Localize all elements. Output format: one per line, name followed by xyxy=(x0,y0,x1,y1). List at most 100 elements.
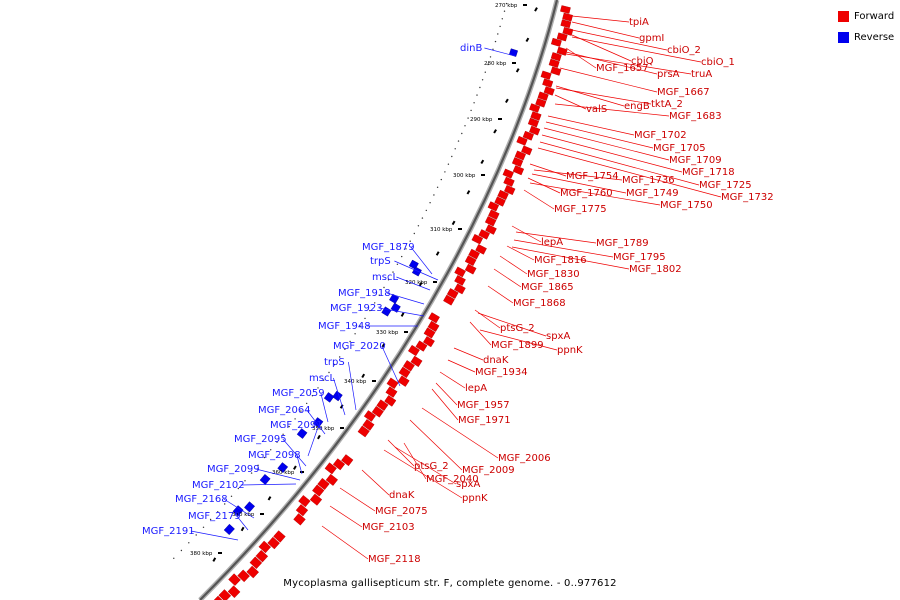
scale-dot xyxy=(369,309,371,312)
forward-gene-label[interactable]: MGF_1760 xyxy=(560,188,613,199)
reverse-feature xyxy=(390,302,401,313)
forward-gene-label[interactable]: MGF_1736 xyxy=(622,175,675,186)
forward-gene-label[interactable]: ptsG_2 xyxy=(414,461,449,472)
forward-gene-label[interactable]: MGF_1683 xyxy=(669,111,722,122)
reverse-gene-label[interactable]: trpS xyxy=(370,256,391,267)
forward-feature xyxy=(385,386,398,398)
forward-gene-label[interactable]: MGF_1830 xyxy=(527,269,580,280)
forward-gene-label[interactable]: MGF_1725 xyxy=(699,180,752,191)
forward-gene-label[interactable]: engB xyxy=(624,101,650,112)
reverse-gene-label[interactable]: MGF_2064 xyxy=(258,405,311,416)
forward-feature xyxy=(312,484,325,497)
forward-leader-line xyxy=(565,51,658,75)
forward-gene-label[interactable]: MGF_1795 xyxy=(613,252,666,263)
scale-dot xyxy=(487,63,489,66)
forward-gene-label[interactable]: MGF_1865 xyxy=(521,282,574,293)
scale-tick-label: 330 kbp xyxy=(376,330,399,336)
forward-gene-label[interactable]: MGF_1802 xyxy=(629,264,682,275)
forward-gene-label[interactable]: valS xyxy=(586,104,607,115)
forward-feature xyxy=(246,565,260,579)
forward-gene-label[interactable]: MGF_1702 xyxy=(634,130,687,141)
forward-feature xyxy=(522,130,534,141)
forward-gene-label[interactable]: MGF_1868 xyxy=(513,298,566,309)
reverse-feature xyxy=(323,392,335,403)
reverse-gene-label[interactable]: MGF_1918 xyxy=(338,288,391,299)
forward-leader-line xyxy=(439,371,466,389)
reverse-gene-label[interactable]: MGF_1948 xyxy=(318,321,371,332)
legend-forward[interactable]: Forward xyxy=(838,9,894,24)
forward-gene-label[interactable]: MGF_1971 xyxy=(458,415,511,426)
forward-gene-label[interactable]: MGF_1749 xyxy=(626,188,679,199)
reverse-gene-label[interactable]: MGF_2099 xyxy=(207,464,260,475)
reverse-gene-label[interactable]: MGF_2179 xyxy=(188,511,241,522)
reverse-gene-label[interactable]: mscL xyxy=(372,272,398,283)
scale-dot xyxy=(499,25,501,28)
reverse-gene-label[interactable]: MGF_1923 xyxy=(330,303,383,314)
forward-gene-label[interactable]: spxA xyxy=(456,479,480,490)
forward-gene-label[interactable]: MGF_2009 xyxy=(462,465,515,476)
forward-gene-label[interactable]: ppnK xyxy=(462,493,488,504)
legend-reverse[interactable]: Reverse xyxy=(838,30,894,45)
forward-gene-label[interactable]: MGF_2075 xyxy=(375,506,428,517)
forward-gene-label[interactable]: MGF_1957 xyxy=(457,400,510,411)
reverse-gene-label[interactable]: MGF_2102 xyxy=(192,480,245,491)
reverse-gene-label[interactable]: trpS xyxy=(324,357,345,368)
forward-gene-label[interactable]: MGF_1657 xyxy=(596,63,649,74)
scale-dot xyxy=(282,433,284,435)
forward-feature xyxy=(423,336,435,348)
forward-gene-label[interactable]: tpiA xyxy=(629,17,649,28)
reverse-gene-label[interactable]: MGF_2191 xyxy=(142,526,195,537)
forward-gene-label[interactable]: dnaK xyxy=(483,355,509,366)
reverse-gene-label[interactable]: MGF_2095 xyxy=(234,434,287,445)
reverse-gene-label[interactable]: dinB xyxy=(460,43,482,54)
forward-gene-label[interactable]: MGF_1899 xyxy=(491,340,544,351)
reverse-gene-label[interactable]: MGF_1879 xyxy=(362,242,415,253)
forward-gene-label[interactable]: MGF_2006 xyxy=(498,453,551,464)
forward-leader-line xyxy=(554,103,670,117)
scale-dot xyxy=(173,557,175,559)
forward-gene-label[interactable]: MGF_1789 xyxy=(596,238,649,249)
forward-gene-label[interactable]: prsA xyxy=(657,69,680,80)
forward-gene-label[interactable]: MGF_2118 xyxy=(368,554,421,565)
forward-gene-label[interactable]: MGF_2040 xyxy=(426,474,479,485)
forward-gene-label[interactable]: ptsG_2 xyxy=(500,323,535,334)
forward-gene-label[interactable]: MGF_1718 xyxy=(682,167,735,178)
reverse-gene-label[interactable]: MGF_2020 xyxy=(333,341,386,352)
scale-dot xyxy=(333,364,336,366)
forward-gene-label[interactable]: ppnK xyxy=(557,345,583,356)
forward-gene-label[interactable]: lepA xyxy=(541,237,563,248)
forward-gene-label[interactable]: truA xyxy=(691,69,712,80)
forward-gene-label[interactable]: spxA xyxy=(546,331,570,342)
scale-dot xyxy=(444,171,446,173)
forward-leader-line xyxy=(523,189,555,210)
forward-gene-label[interactable]: gpmI xyxy=(639,33,664,44)
forward-gene-label[interactable]: MGF_1934 xyxy=(475,367,528,378)
forward-gene-label[interactable]: MGF_1816 xyxy=(534,255,587,266)
forward-gene-label[interactable]: dnaK xyxy=(389,490,415,501)
forward-gene-label[interactable]: MGF_1732 xyxy=(721,192,774,203)
forward-gene-label[interactable]: lepA xyxy=(465,383,487,394)
forward-gene-label[interactable]: MGF_2103 xyxy=(362,522,415,533)
forward-leader-line xyxy=(539,141,700,186)
reverse-gene-label[interactable]: mscL xyxy=(309,373,335,384)
forward-gene-label[interactable]: MGF_1750 xyxy=(660,200,713,211)
scale-dot xyxy=(457,140,460,142)
forward-gene-label[interactable]: cbiO_1 xyxy=(701,57,735,68)
forward-feature xyxy=(295,504,309,517)
scale-dot xyxy=(374,302,376,304)
reverse-gene-label[interactable]: MGF_2098 xyxy=(248,450,301,461)
forward-gene-label[interactable]: MGF_1667 xyxy=(657,87,710,98)
forward-feature xyxy=(362,419,375,431)
reverse-gene-label[interactable]: MGF_2059 xyxy=(272,388,325,399)
forward-gene-label[interactable]: MGF_1775 xyxy=(554,204,607,215)
forward-gene-label[interactable]: cbiO_2 xyxy=(667,45,701,56)
forward-gene-label[interactable]: MGF_1754 xyxy=(566,171,619,182)
forward-gene-label[interactable]: MGF_1709 xyxy=(669,155,722,166)
forward-gene-label[interactable]: tktA_2 xyxy=(651,99,683,110)
scale-dot xyxy=(276,441,278,443)
reverse-gene-label[interactable]: MGF_2168 xyxy=(175,494,228,505)
reverse-gene-label[interactable]: MGF_2091 xyxy=(270,420,323,431)
forward-gene-label[interactable]: cbiQ xyxy=(631,56,654,67)
forward-feature xyxy=(504,184,516,196)
forward-gene-label[interactable]: MGF_1705 xyxy=(653,143,706,154)
